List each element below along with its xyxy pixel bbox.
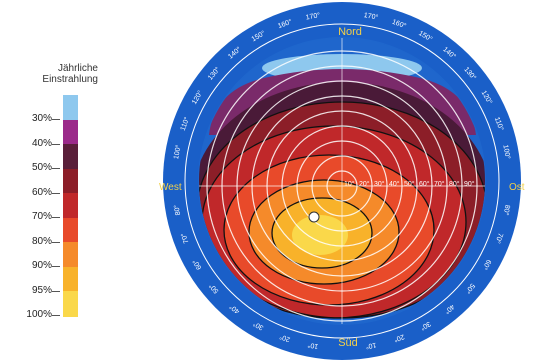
- azimuth-label: 20°: [393, 332, 406, 343]
- legend-label: 60%: [31, 186, 52, 198]
- label-north: Nord: [338, 26, 362, 38]
- azimuth-label: 10°: [307, 341, 319, 351]
- elevation-label: 60°: [419, 180, 430, 188]
- elevation-scale: 10° 20° 30° 40° 50° 60° 70° 80° 90°: [344, 180, 475, 188]
- legend-swatch-40pct: [63, 119, 78, 145]
- legend-swatch-95pct: [63, 266, 78, 292]
- elevation-label: 10°: [344, 180, 355, 188]
- legend-label: 80%: [31, 235, 52, 247]
- label-west: West: [159, 182, 182, 193]
- azimuth-label: 80°: [502, 204, 512, 216]
- azimuth-label: 10°: [365, 341, 377, 351]
- solar-irradiation-diagram: 140°130°120°110°100°80°70°60°50°40°30°20…: [159, 2, 525, 360]
- legend-title: Jährliche Einstrahlung: [0, 63, 98, 85]
- legend-tick: [52, 241, 60, 243]
- elevation-label: 80°: [449, 180, 460, 188]
- legend-label: 40%: [31, 137, 52, 149]
- elevation-label: 20°: [359, 180, 370, 188]
- legend-label: 50%: [31, 162, 52, 173]
- legend-tick: [52, 315, 60, 316]
- legend-tick: [52, 168, 60, 169]
- azimuth-label: 70°: [179, 232, 190, 245]
- legend-title-line1: Jährliche: [57, 63, 98, 74]
- azimuth-label: 20°: [278, 332, 291, 343]
- elevation-label: 90°: [464, 180, 475, 188]
- legend-tick: [52, 266, 60, 267]
- azimuth-label: 80°: [172, 204, 182, 216]
- label-south: Süd: [338, 337, 358, 349]
- legend-swatch-80pct: [63, 217, 78, 243]
- elevation-label: 50°: [404, 180, 415, 188]
- elevation-label: 40°: [389, 180, 400, 188]
- label-east: Ost: [509, 182, 525, 193]
- legend-title-line2: Einstrahlung: [42, 74, 98, 85]
- legend-label: 90%: [31, 260, 52, 271]
- legend-swatch-70pct: [63, 193, 78, 219]
- azimuth-lines: [199, 38, 485, 324]
- legend-tick: [52, 217, 60, 218]
- azimuth-label: 70°: [493, 232, 504, 245]
- legend-label: 30%: [31, 113, 52, 124]
- legend-swatch-50pct: [63, 144, 78, 170]
- irradiation-zones: [199, 38, 485, 324]
- legend-swatch-100pct: [63, 291, 78, 317]
- azimuth-label: 100°: [501, 144, 511, 160]
- legend-tick: [52, 143, 60, 145]
- legend-label: 100%: [26, 309, 52, 320]
- irradiation-legend: Jährliche Einstrahlung 30% 40% 50% 60% 70% 80…: [0, 0, 160, 361]
- legend-label: 95%: [31, 284, 52, 296]
- elevation-label: 70°: [434, 180, 445, 188]
- legend-tick: [52, 119, 60, 120]
- legend-label: 70%: [31, 211, 52, 222]
- azimuth-label: 100°: [172, 144, 182, 160]
- legend-tick: [52, 192, 60, 194]
- legend-swatch-30pct: [63, 95, 78, 121]
- legend-swatch-90pct: [63, 242, 78, 268]
- ring-inner-border: [184, 23, 500, 339]
- azimuth-label: 170°: [305, 11, 321, 21]
- sun-position-marker: [308, 211, 320, 223]
- elevation-label: 30°: [374, 180, 385, 188]
- legend-swatch-60pct: [63, 168, 78, 194]
- azimuth-label: 170°: [363, 11, 379, 21]
- legend-tick: [52, 290, 60, 292]
